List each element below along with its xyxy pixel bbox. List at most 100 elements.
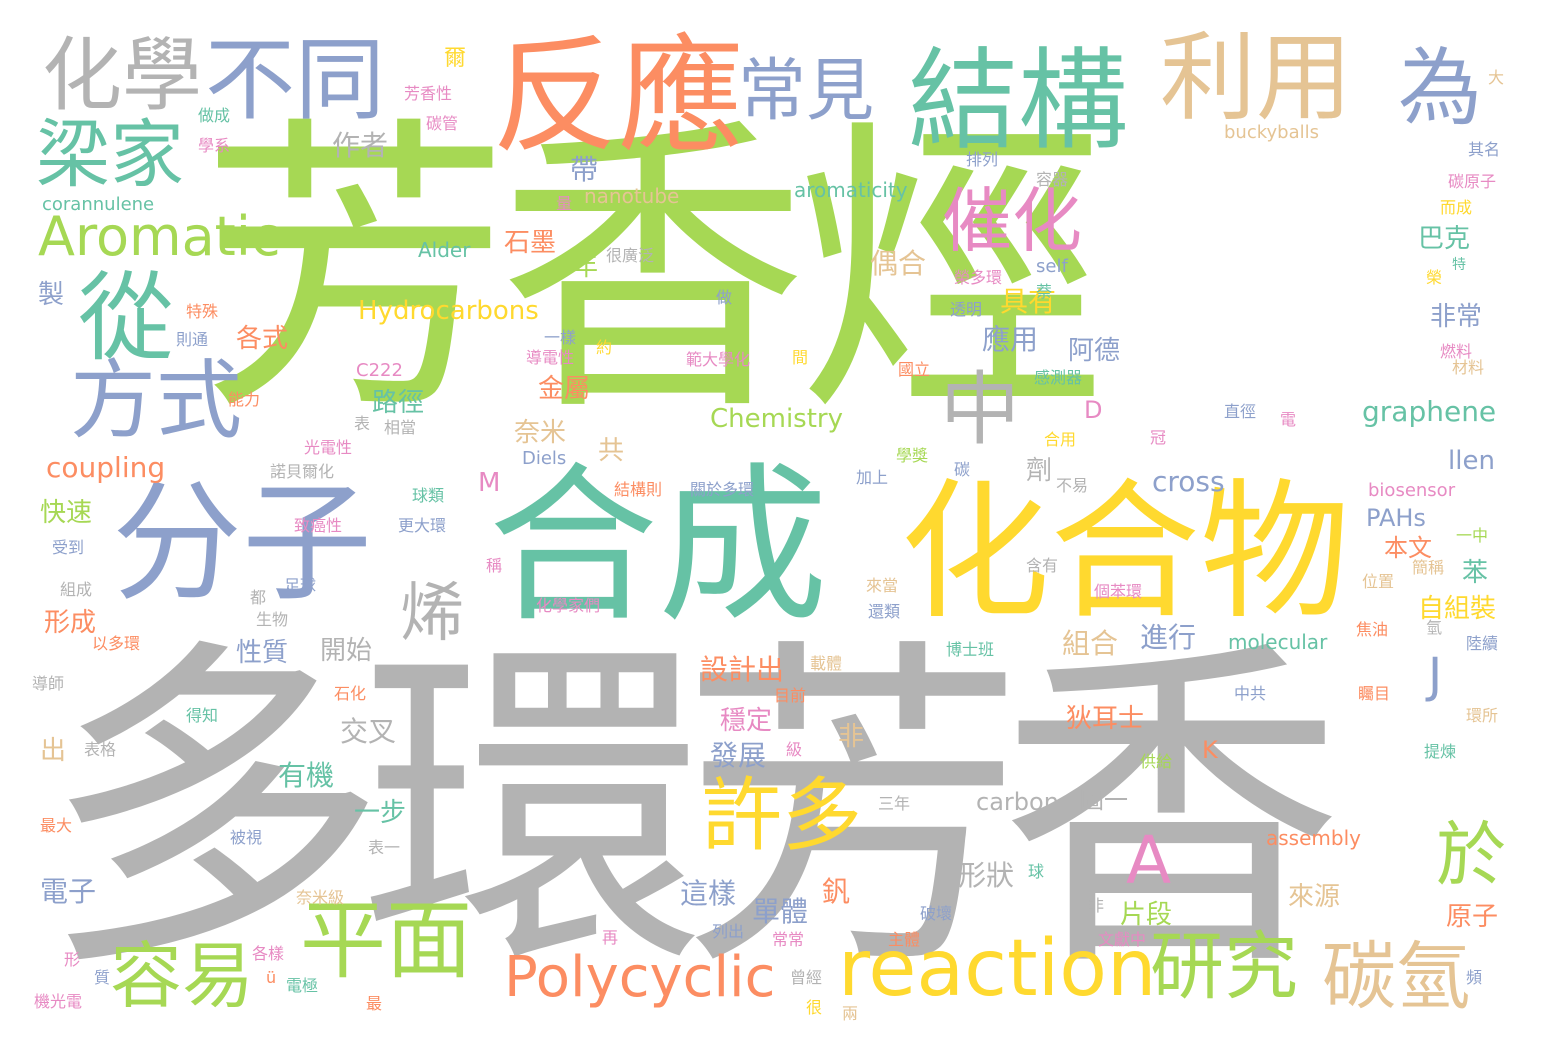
- word-small-38: 合用: [1044, 430, 1077, 449]
- word-small-25: 能力: [228, 390, 261, 409]
- word-c222: C222: [356, 360, 403, 381]
- word-small-72: 級: [786, 740, 803, 759]
- word-small-85: 主體: [888, 930, 921, 949]
- word-small-56: 化學家們: [536, 596, 601, 615]
- word-small-98: 導師: [32, 674, 65, 693]
- word-research: 研究: [1150, 924, 1298, 1010]
- word-author: 作者: [332, 129, 389, 162]
- word-reaction-zh: 反應: [492, 23, 744, 170]
- word-biosensor: biosensor: [1368, 480, 1456, 501]
- word-small-89: 各樣: [252, 944, 285, 963]
- word-small-15: 透明: [950, 300, 983, 319]
- word-small-34: 諾貝爾化: [270, 462, 335, 481]
- word-small-77: 三年: [878, 794, 911, 813]
- word-molecule: 分子: [112, 467, 373, 619]
- word-small-71: 表格: [84, 740, 117, 759]
- word-nanotube: nanotube: [584, 184, 680, 208]
- word-zhong: 中: [940, 363, 1020, 456]
- word-small-82: 再: [602, 928, 619, 947]
- word-small-94: 電極: [286, 976, 319, 995]
- word-nano: 奈米: [514, 418, 567, 448]
- word-small-33: 相當: [384, 418, 417, 437]
- word-small-30: 直徑: [1224, 402, 1257, 421]
- word-alder: Alder: [418, 238, 471, 262]
- word-small-13: 很廣泛: [606, 246, 655, 265]
- word-graphene: graphene: [1362, 395, 1497, 428]
- word-small-32: 光電性: [304, 438, 353, 457]
- word-combine: 組合: [1062, 627, 1119, 660]
- word-m: M: [478, 468, 501, 498]
- word-small-87: 形: [64, 950, 81, 969]
- word-small-5: 學系: [198, 136, 231, 155]
- word-small-99: 榮: [1426, 268, 1443, 287]
- word-small-69: 得知: [186, 706, 219, 725]
- word-easy: 容易: [110, 934, 255, 1018]
- word-small-58: 個苯環: [1094, 582, 1143, 601]
- word-small-14: 榮多環: [954, 268, 1003, 287]
- word-aromatic-hydrocarbon: 芳香烴: [200, 92, 1106, 453]
- word-small-67: 矚目: [1358, 684, 1391, 703]
- word-small-74: 最大: [40, 816, 73, 835]
- word-small-103: 供給: [1140, 752, 1173, 771]
- word-atom: 原子: [1446, 902, 1499, 932]
- word-small-76: 表一: [368, 838, 401, 857]
- word-chu: 出: [40, 736, 67, 766]
- word-synthesis: 合成: [488, 448, 829, 646]
- word-polycyclic-en: Polycyclic: [504, 945, 776, 1010]
- word-small-12: 量: [556, 194, 573, 213]
- word-small-10: 容器: [1036, 170, 1069, 189]
- word-small-27: 感測器: [1034, 368, 1083, 387]
- word-organic: 有機: [278, 759, 335, 792]
- word-small-100: 特: [1452, 257, 1466, 273]
- word-small-88: 質: [94, 968, 111, 987]
- word-small-42: 關於多環: [690, 480, 755, 499]
- word-small-44: 更大環: [398, 516, 447, 535]
- word-stable: 穩定: [720, 706, 773, 736]
- word-gong: 共: [598, 436, 625, 466]
- word-small-43: 加上: [856, 468, 889, 487]
- word-hydrocarbons: Hydrocarbons: [358, 296, 539, 326]
- word-electron: 電子: [40, 875, 97, 908]
- word-small-78: 奈米級: [296, 888, 345, 907]
- word-small-48: 簡稱: [1412, 558, 1445, 577]
- word-small-37: 冠: [1150, 428, 1167, 447]
- word-self: self: [1036, 256, 1068, 277]
- word-small-73: 提煉: [1424, 742, 1457, 761]
- word-small-55: 還類: [868, 602, 901, 621]
- word-wei: 為: [1398, 39, 1483, 137]
- word-small-83: 列出: [712, 922, 745, 941]
- word-small-24: 間: [792, 348, 809, 367]
- word-structure: 結構: [908, 37, 1128, 165]
- word-corannulene: corannulene: [42, 194, 155, 215]
- word-small-97: 稱: [486, 556, 503, 575]
- word-small-96: 頻: [1466, 968, 1483, 987]
- word-application: 應用: [982, 323, 1039, 356]
- word-such: 這樣: [680, 877, 737, 910]
- word-small-101: 碳: [954, 460, 971, 479]
- word-small-70: 石化: [334, 684, 367, 703]
- word-small-53: 生物: [256, 610, 289, 629]
- word-diels: Diels: [522, 448, 567, 469]
- word-j: J: [1428, 648, 1443, 704]
- word-small-62: 以多環: [92, 634, 141, 653]
- word-cong: 從: [78, 262, 174, 374]
- word-k: K: [1202, 736, 1218, 764]
- word-small-41: 結構則: [614, 480, 663, 499]
- word-small-1: 爾: [444, 46, 467, 71]
- word-small-4: 碳管: [426, 114, 459, 133]
- word-utilize: 利用: [1160, 22, 1352, 134]
- word-small-63: 博士班: [946, 640, 995, 659]
- word-aromaticity: aromaticity: [794, 178, 908, 202]
- word-small-9: 而成: [1440, 198, 1473, 217]
- word-small-3: 做成: [198, 106, 231, 125]
- word-dai: 帶: [570, 153, 599, 186]
- word-benzene: 苯: [1462, 558, 1489, 588]
- word-cross: cross: [1152, 465, 1225, 498]
- word-molecular: molecular: [1228, 630, 1328, 654]
- word-small-11: 排列: [966, 150, 999, 169]
- word-alder-zh: 阿德: [1068, 336, 1121, 366]
- word-proceed: 進行: [1140, 621, 1197, 654]
- word-small-65: 目前: [774, 686, 807, 705]
- word-small-46: 受到: [52, 538, 85, 557]
